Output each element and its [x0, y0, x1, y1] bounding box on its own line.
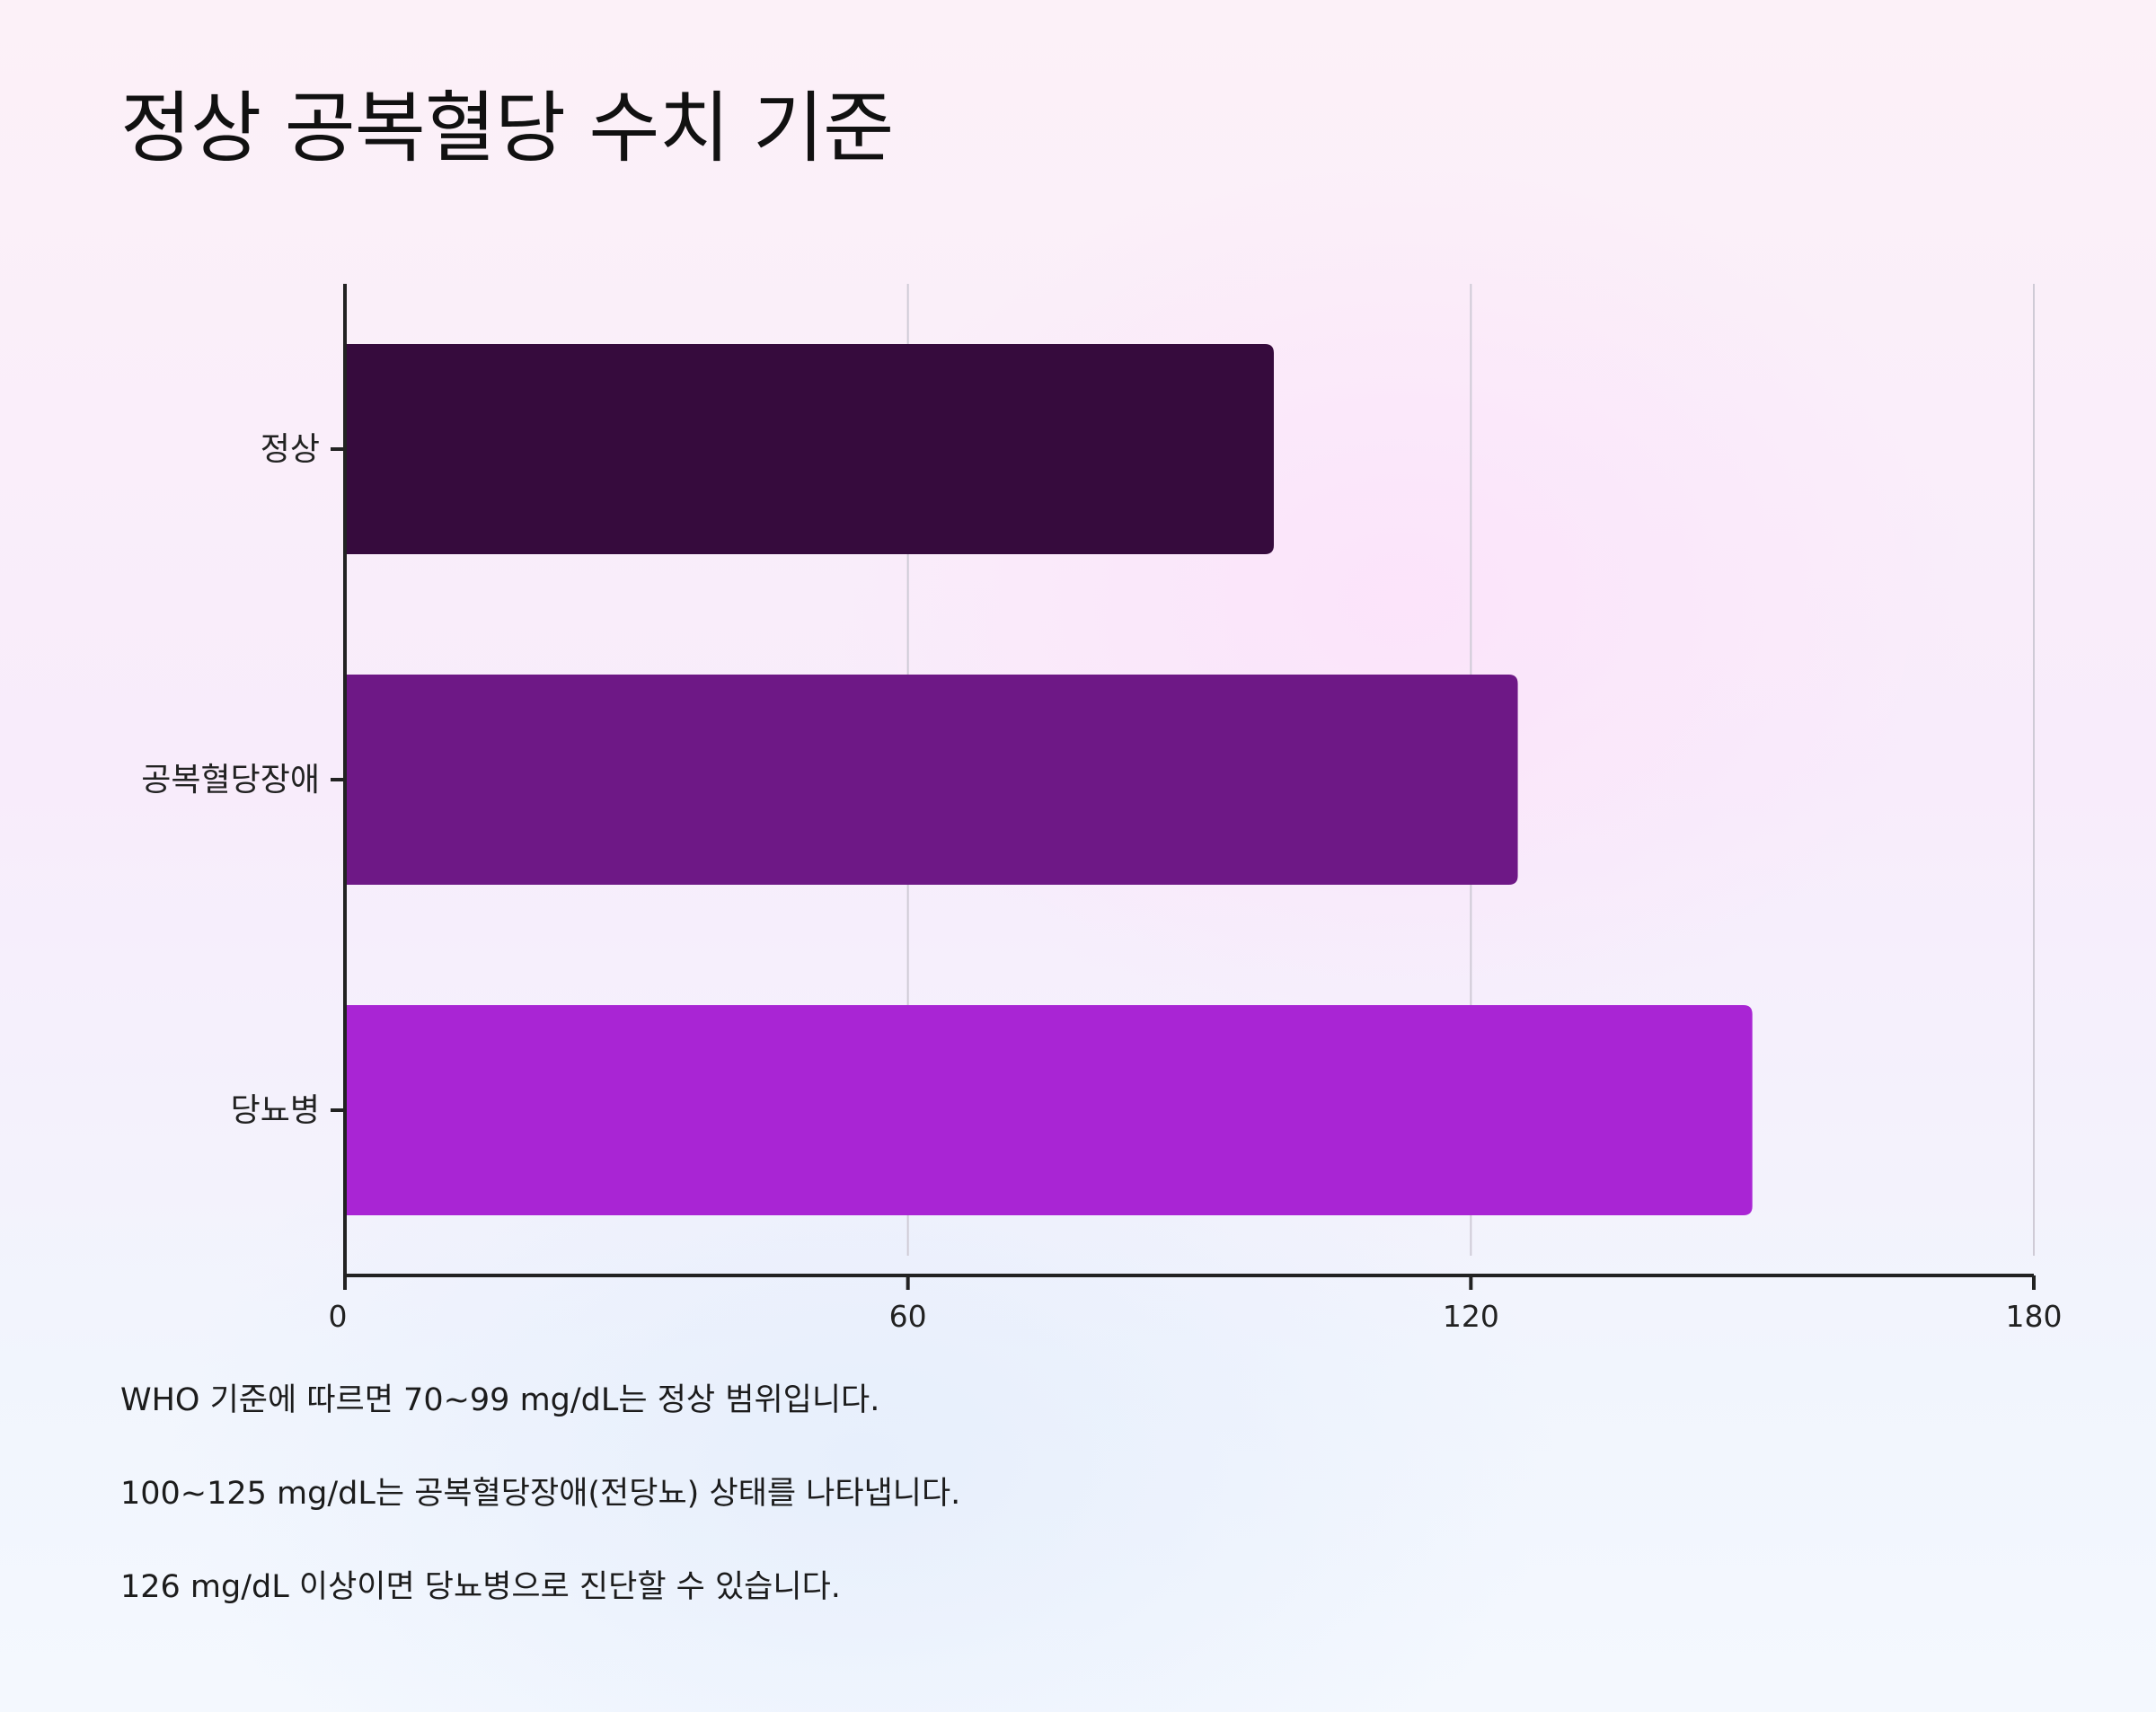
notes: WHO 기준에 따르면 70~99 mg/dL는 정상 범위입니다. 100~1…: [120, 1381, 2007, 1662]
bar-0: [346, 344, 1274, 554]
x-tick-label-3: 180: [2006, 1299, 2063, 1334]
x-tick-label-2: 120: [1443, 1299, 1499, 1334]
bar-1: [346, 675, 1518, 885]
x-tick-label-0: 0: [329, 1299, 348, 1334]
category-label-1: 공복혈당장애: [141, 762, 320, 799]
note-normal-range: WHO 기준에 따르면 70~99 mg/dL는 정상 범위입니다.: [120, 1382, 880, 1418]
bar-2: [346, 1005, 1753, 1215]
x-tick-label-1: 60: [889, 1299, 927, 1334]
bars: [346, 344, 1753, 1215]
note-prediabetes-range: 100~125 mg/dL는 공복혈당장애(전당뇨) 상태를 나타냅니다.: [120, 1476, 961, 1512]
note-diabetes-threshold: 126 mg/dL 이상이면 당뇨병으로 진단할 수 있습니다.: [120, 1569, 841, 1605]
category-label-0: 정상: [261, 431, 320, 468]
page-title: 정상 공복혈당 수치 기준: [120, 84, 894, 173]
category-label-2: 당뇨병: [231, 1092, 320, 1129]
